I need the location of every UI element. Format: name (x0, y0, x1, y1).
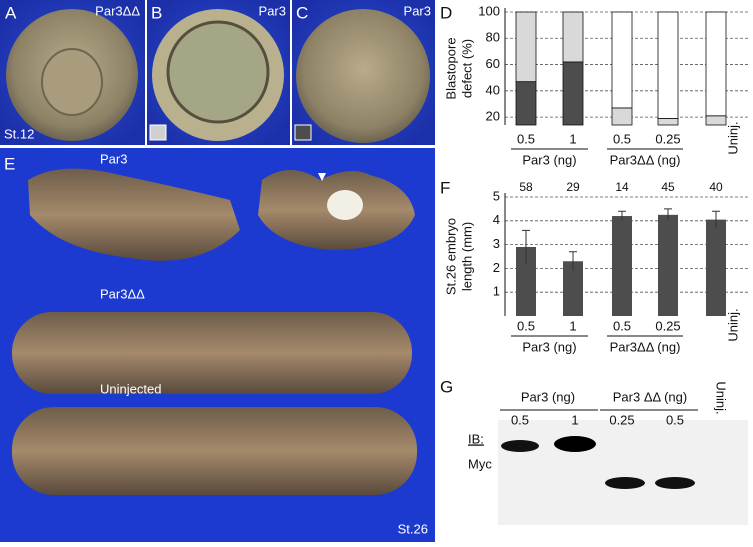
count-label: 58 (519, 180, 533, 194)
band (501, 440, 539, 452)
caption: Par3 (259, 3, 286, 18)
panel-label: F (440, 178, 450, 197)
error-bar (569, 251, 577, 271)
group-label: Par3 ΔΔ (ng) (613, 389, 687, 404)
panel-b: B Par3 (147, 0, 290, 145)
bar-segment (657, 118, 679, 126)
y-tick-label: 40 (486, 82, 500, 97)
x-tick-label: 0.5 (613, 318, 631, 333)
blot (498, 420, 748, 525)
embryo (296, 9, 430, 143)
x-tick-label: 0.5 (517, 131, 535, 146)
x-tick-label: 0.25 (655, 318, 680, 333)
band (655, 477, 695, 489)
blister (327, 190, 363, 220)
panel-label: A (5, 3, 17, 22)
bar-segment (611, 11, 633, 109)
bar (706, 219, 726, 316)
panel-label: E (4, 154, 15, 173)
ib-label: IB: (468, 431, 484, 446)
group-label: Par3ΔΔ (ng) (610, 339, 681, 354)
bar-segment (611, 107, 633, 126)
blastopore (41, 48, 103, 116)
panel-label: B (151, 3, 162, 22)
stage: St.26 (398, 521, 428, 536)
bar (516, 246, 536, 316)
y-tick-label: 4 (493, 212, 500, 227)
x-tick-label: 0.25 (655, 131, 680, 146)
panel-label: G (440, 377, 453, 396)
caption: Par3 (100, 151, 127, 166)
lane-label: 1 (571, 412, 578, 427)
y-tick-label: 2 (493, 260, 500, 275)
y-axis-title: defect (%) (459, 39, 474, 98)
bar-segment (515, 11, 537, 83)
embryo (12, 407, 417, 495)
count-label: 45 (661, 180, 675, 194)
error-bar (618, 210, 626, 221)
bar-segment (705, 11, 727, 117)
lane-label: Uninj. (714, 381, 729, 414)
band (605, 477, 645, 489)
lane-label: 0.5 (511, 412, 529, 427)
embryo (28, 168, 240, 261)
caption: Par3 (404, 3, 431, 18)
y-tick-label: 60 (486, 56, 500, 71)
bar (612, 216, 632, 316)
band (554, 436, 596, 452)
x-tick-label: 1 (569, 131, 576, 146)
error-bar (712, 210, 720, 228)
bar-segment (705, 115, 727, 126)
blastopore (166, 20, 270, 124)
bar (658, 214, 678, 316)
panel-c: C Par3 (292, 0, 435, 145)
bar-segment (657, 11, 679, 119)
x-tick-label: Uninj. (725, 121, 740, 154)
count-label: 29 (566, 180, 580, 194)
arrowhead (318, 173, 326, 181)
y-axis-title: St.26 embryo (443, 218, 458, 295)
bar-segment (562, 11, 584, 63)
embryo (12, 312, 412, 394)
y-tick-label: 3 (493, 236, 500, 251)
bar-segment (562, 61, 584, 126)
lane-label: 0.25 (609, 412, 634, 427)
y-tick-label: 100 (478, 3, 500, 18)
y-tick-label: 80 (486, 30, 500, 45)
x-tick-label: 0.5 (613, 131, 631, 146)
panel-e: E Par3 Par3ΔΔ Uninjected St.26 (0, 148, 435, 542)
bar (563, 261, 583, 316)
y-tick-label: 5 (493, 188, 500, 203)
y-tick-label: 20 (486, 109, 500, 124)
group-label: Par3 (ng) (521, 389, 575, 404)
stage: St.12 (4, 126, 34, 141)
panel-a: A Par3ΔΔ St.12 (0, 0, 145, 145)
antibody: Myc (468, 456, 492, 471)
count-label: 14 (615, 180, 629, 194)
y-axis-title: length (mm) (459, 222, 474, 291)
count-label: 40 (709, 180, 723, 194)
panel-g: G Par3 (ng) Par3 ΔΔ (ng) 0.5 1 0.25 0.5 … (440, 377, 748, 525)
group-label: Par3ΔΔ (ng) (610, 152, 681, 167)
y-tick-label: 1 (493, 284, 500, 299)
caption: Par3ΔΔ (95, 3, 140, 18)
x-tick-label: 1 (569, 318, 576, 333)
group-label: Par3 (ng) (522, 152, 576, 167)
x-tick-label: Uninj. (725, 308, 740, 341)
caption: Par3ΔΔ (100, 286, 145, 301)
y-axis-title: Blastopore (443, 37, 458, 99)
x-tick-label: 0.5 (517, 318, 535, 333)
panel-label: D (440, 3, 452, 22)
bar-segment (515, 81, 537, 126)
key (294, 124, 312, 141)
group-label: Par3 (ng) (522, 339, 576, 354)
caption: Uninjected (100, 381, 161, 396)
panel-label: C (296, 3, 308, 22)
key (149, 124, 167, 141)
lane-label: 0.5 (666, 412, 684, 427)
error-bar (522, 229, 530, 264)
error-bar (664, 208, 672, 221)
